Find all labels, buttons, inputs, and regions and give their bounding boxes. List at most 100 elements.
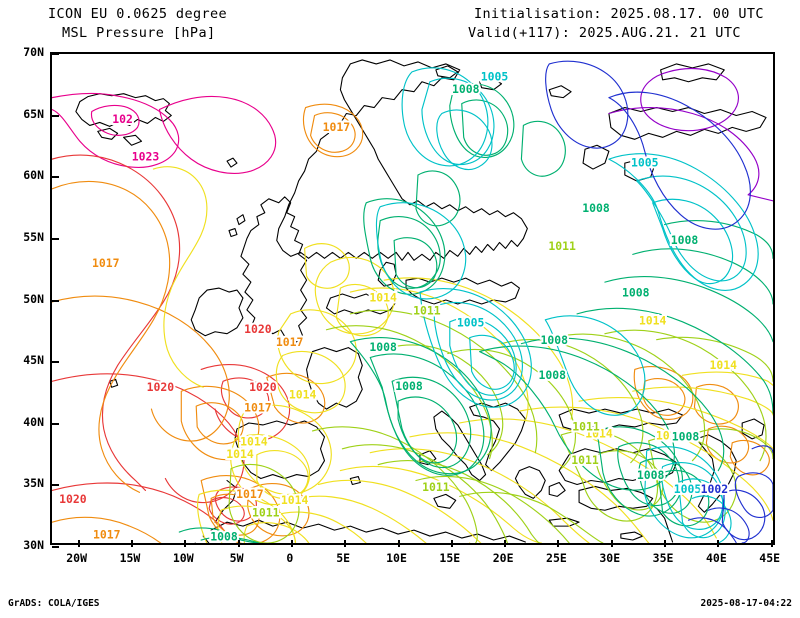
map-plot-area: 1023 1023 102 102 1017 1017 1017 1017 1017 1017 10… [50, 52, 775, 548]
contour-label: 1014 [710, 358, 738, 372]
y-axis-tick-mark [52, 484, 59, 487]
y-axis-tick-label: 35N [23, 476, 44, 491]
footer-credit: GrADS: COLA/IGES [8, 598, 100, 609]
contour-label-halo: 1011 [252, 506, 280, 520]
contour-label-halo: 1020 [59, 492, 87, 506]
contour-label: 1017 [92, 256, 120, 270]
contour-label-halo: 1011 [572, 419, 600, 433]
contour-label: 1014 [240, 434, 268, 448]
contour-label: 1011 [413, 303, 441, 317]
contour-label: 1020 [244, 322, 272, 336]
contour-label: 1014 [289, 388, 317, 402]
contour-label-halo: 1014 [240, 434, 268, 448]
contour-label: 1008 [369, 340, 397, 354]
y-axis-tick-label: 60N [23, 168, 44, 183]
contour-label-halo: 1008 [671, 233, 699, 247]
contour-label: 1011 [571, 453, 599, 467]
contour-label-halo: 1014 [369, 291, 397, 305]
contour-label-halo: 1008 [622, 286, 650, 300]
contour-label-halo: 1008 [210, 530, 238, 543]
x-axis-tick-mark [130, 540, 133, 547]
y-axis-tick-mark [52, 53, 59, 55]
x-axis-tick-mark [290, 540, 293, 547]
x-axis-tick-mark [77, 540, 80, 547]
contour-label: 1008 [210, 530, 238, 543]
contour-label-halo: 1014 [656, 428, 684, 442]
contour-label: 1017 [93, 528, 121, 542]
contour-label-halo: 1005 [631, 156, 659, 170]
x-axis-tick-mark [237, 540, 240, 547]
field-title: MSL Pressure [hPa] [62, 25, 216, 41]
x-axis-tick-mark [184, 540, 187, 547]
x-axis-tick-mark [504, 540, 507, 547]
x-axis-tick-label: 20E [492, 551, 514, 565]
contour-label: 1011 [422, 480, 450, 494]
contour-label-halo: 1020 [147, 380, 175, 394]
contour-label-halo: 1017 [276, 335, 304, 349]
contour-label-halo: 1008 [538, 368, 566, 382]
x-axis-tick-mark [717, 540, 720, 547]
y-axis-tick-mark [52, 546, 59, 548]
contour-label: 1014 [226, 447, 254, 461]
x-axis-tick-mark [770, 540, 773, 547]
contour-label: 1020 [249, 380, 277, 394]
footer-timestamp: 2025-08-17-04:22 [700, 598, 792, 609]
contour-label-halo: 1008 [637, 468, 665, 482]
x-axis-tick-mark [344, 540, 347, 547]
x-axis-tick-mark [610, 540, 613, 547]
contour-label-halo: 1017 [323, 120, 351, 134]
contour-label-halo: 1017 [236, 487, 264, 501]
contour-label-halo: 1005 [674, 482, 702, 496]
contour-label: 1014 [585, 426, 613, 440]
contour-label-layer: 1023102310210210171017101710171017101710… [57, 67, 739, 543]
contour-label: 1008 [672, 429, 700, 443]
contour-label-halo: 1011 [422, 480, 450, 494]
contour-label-halo: 1020 [249, 380, 277, 394]
y-axis-tick-label: 40N [23, 414, 44, 429]
x-axis-tick-label: 10E [386, 551, 407, 565]
contour-label-halo: 1014 [585, 426, 613, 440]
contour-label: 1008 [582, 201, 610, 215]
contour-label-halo: 1014 [226, 447, 254, 461]
x-axis-tick-label: 20W [66, 551, 88, 565]
contour-label: 1020 [59, 492, 87, 506]
contour-label-halo: 1005 [457, 315, 485, 329]
contour-label: 1008 [637, 468, 665, 482]
contour-label: 1005 [631, 156, 659, 170]
x-axis-tick-mark [450, 540, 453, 547]
contour-label: 1011 [548, 239, 576, 253]
contour-label-halo: 1023 [132, 150, 160, 164]
contour-label: 1014 [369, 291, 397, 305]
contour-label-halo: 1014 [710, 358, 738, 372]
x-axis-tick-label: 15W [119, 551, 141, 565]
y-axis-tick-mark [52, 114, 59, 117]
x-axis-tick-label: 10W [172, 551, 194, 565]
contour-label: 1005 [674, 482, 702, 496]
isobar-contour-layer [52, 60, 773, 543]
contour-label-halo: 1002 [701, 482, 729, 496]
contour-label: 1008 [671, 233, 699, 247]
contour-label-halo: 1008 [452, 82, 480, 96]
valid-time: Valid(+117): 2025.AUG.21. 21 UTC [468, 25, 741, 41]
contour-label-halo: 1017 [244, 401, 272, 415]
y-axis-tick-mark [52, 237, 59, 240]
contour-label: 1008 [622, 286, 650, 300]
contour-label-halo: 1008 [540, 333, 568, 347]
contour-label-halo: 1011 [548, 239, 576, 253]
contour-label: 1011 [252, 506, 280, 520]
x-axis-tick-label: 35E [652, 551, 674, 565]
contour-label: 1008 [540, 333, 568, 347]
y-axis-tick-mark [52, 176, 59, 179]
contour-label-halo: 1014 [289, 388, 317, 402]
x-axis-tick-label: 0 [286, 551, 294, 565]
contour-map-svg: 1023102310210210171017101710171017101710… [52, 59, 773, 543]
contour-label: 1014 [281, 493, 309, 507]
contour-label: 1020 [147, 380, 175, 394]
x-axis-tick-mark [557, 540, 560, 547]
y-axis-tick-label: 30N [23, 538, 44, 552]
contour-label-halo: 1008 [582, 201, 610, 215]
contour-label-halo: 1020 [244, 322, 272, 336]
x-axis-tick-mark [664, 540, 667, 547]
y-axis-tick-label: 55N [23, 229, 44, 244]
